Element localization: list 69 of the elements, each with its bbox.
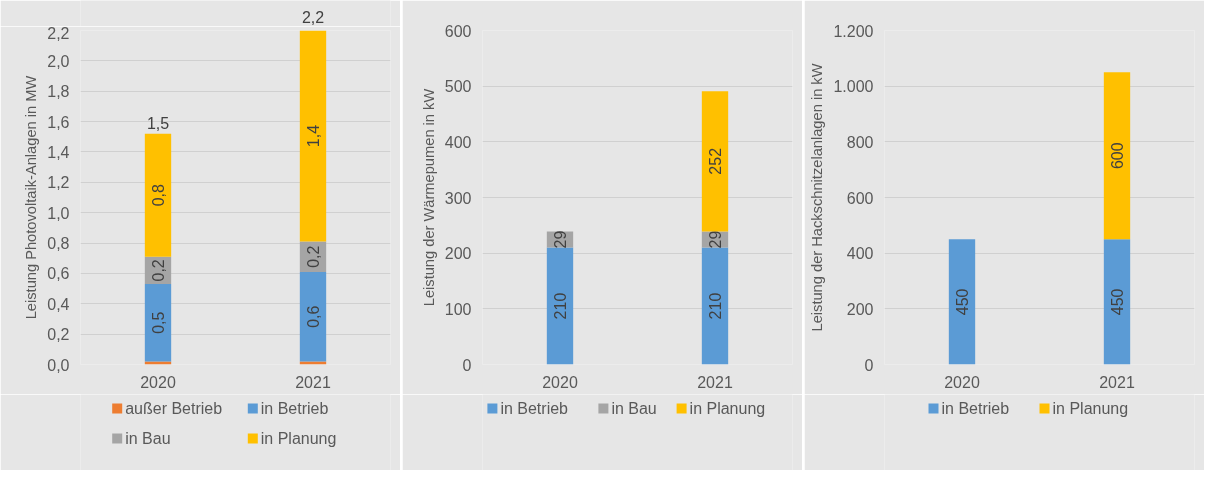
bar	[144, 284, 172, 362]
bar	[701, 247, 729, 365]
data-label: 29	[707, 230, 724, 249]
legend-label: in Planung	[689, 400, 766, 417]
y-axis-title: Leistung Photovoltaik-Anlagen in MW	[23, 75, 40, 320]
y-tick-label: 1.000	[833, 78, 874, 96]
y-tick-label: 600	[846, 189, 874, 207]
y-tick-label: 600	[444, 22, 472, 40]
legend-label: in Betrieb	[260, 400, 329, 417]
y-tick-label: 2,0	[47, 52, 70, 70]
data-label: 0,5	[150, 311, 167, 334]
x-tick-label: 2020	[944, 373, 980, 391]
bar	[144, 361, 172, 365]
data-label: 450	[954, 288, 971, 316]
data-label: 0,2	[305, 245, 322, 268]
legend-label: in Planung	[260, 430, 337, 447]
x-tick-label: 2020	[542, 373, 578, 391]
data-label: 210	[707, 292, 724, 320]
y-tick-label: 0,6	[47, 265, 70, 283]
y-tick-label: 1,0	[47, 204, 70, 222]
y-tick-label: 1,4	[47, 143, 70, 161]
y-tick-label: 1,6	[47, 113, 70, 131]
y-tick-label: 300	[444, 189, 472, 207]
y-tick-label: 100	[444, 300, 472, 318]
data-label: 0,8	[150, 184, 167, 207]
y-axis-title: Leistung der Hackschnitzelanlagen in kW	[809, 63, 826, 332]
y-tick-label: 0,8	[47, 235, 70, 253]
legend-label: außer Betrieb	[125, 400, 223, 417]
data-label: 0,2	[150, 259, 167, 282]
y-tick-label: 800	[846, 133, 874, 151]
y-tick-label: 1.200	[833, 22, 874, 40]
y-tick-label: 500	[444, 78, 472, 96]
legend-label: in Bau	[611, 400, 657, 417]
x-tick-label: 2021	[697, 373, 733, 391]
total-label: 2,2	[301, 8, 325, 26]
y-tick-label: 0	[462, 356, 472, 374]
bar	[299, 30, 327, 242]
data-label: 600	[1109, 142, 1126, 170]
legend-label: in Bau	[125, 430, 171, 447]
legend-label: in Planung	[1052, 400, 1129, 417]
x-tick-label: 2020	[140, 373, 176, 391]
x-tick-label: 2021	[1099, 373, 1135, 391]
data-label: 29	[552, 230, 569, 249]
data-label: 252	[707, 147, 724, 175]
x-tick-label: 2021	[295, 373, 331, 391]
y-tick-label: 1,2	[47, 174, 70, 192]
total-label: 1,5	[146, 114, 170, 132]
y-tick-label: 0,4	[47, 295, 70, 313]
y-tick-label: 0,0	[47, 356, 70, 374]
y-tick-label: 200	[846, 300, 874, 318]
y-tick-label: 0,2	[47, 326, 70, 344]
data-label: 1,4	[305, 124, 322, 148]
bar	[546, 247, 574, 365]
bar	[144, 133, 172, 257]
y-tick-label: 400	[846, 245, 874, 263]
data-label: 0,6	[305, 305, 322, 328]
y-tick-label: 0	[864, 356, 874, 374]
bar	[299, 271, 327, 362]
bar	[299, 361, 327, 365]
y-axis-title: Leistung der Wärmepumen in kW	[420, 88, 437, 307]
y-tick-label: 1,8	[47, 83, 70, 101]
legend-label: in Betrieb	[941, 400, 1010, 417]
y-tick-label: 2,2	[47, 24, 70, 42]
data-label: 210	[552, 292, 569, 320]
bar	[701, 91, 729, 232]
y-tick-label: 400	[444, 133, 472, 151]
legend-label: in Betrieb	[500, 400, 569, 417]
data-label: 450	[1109, 288, 1126, 316]
y-tick-label: 200	[444, 245, 472, 263]
